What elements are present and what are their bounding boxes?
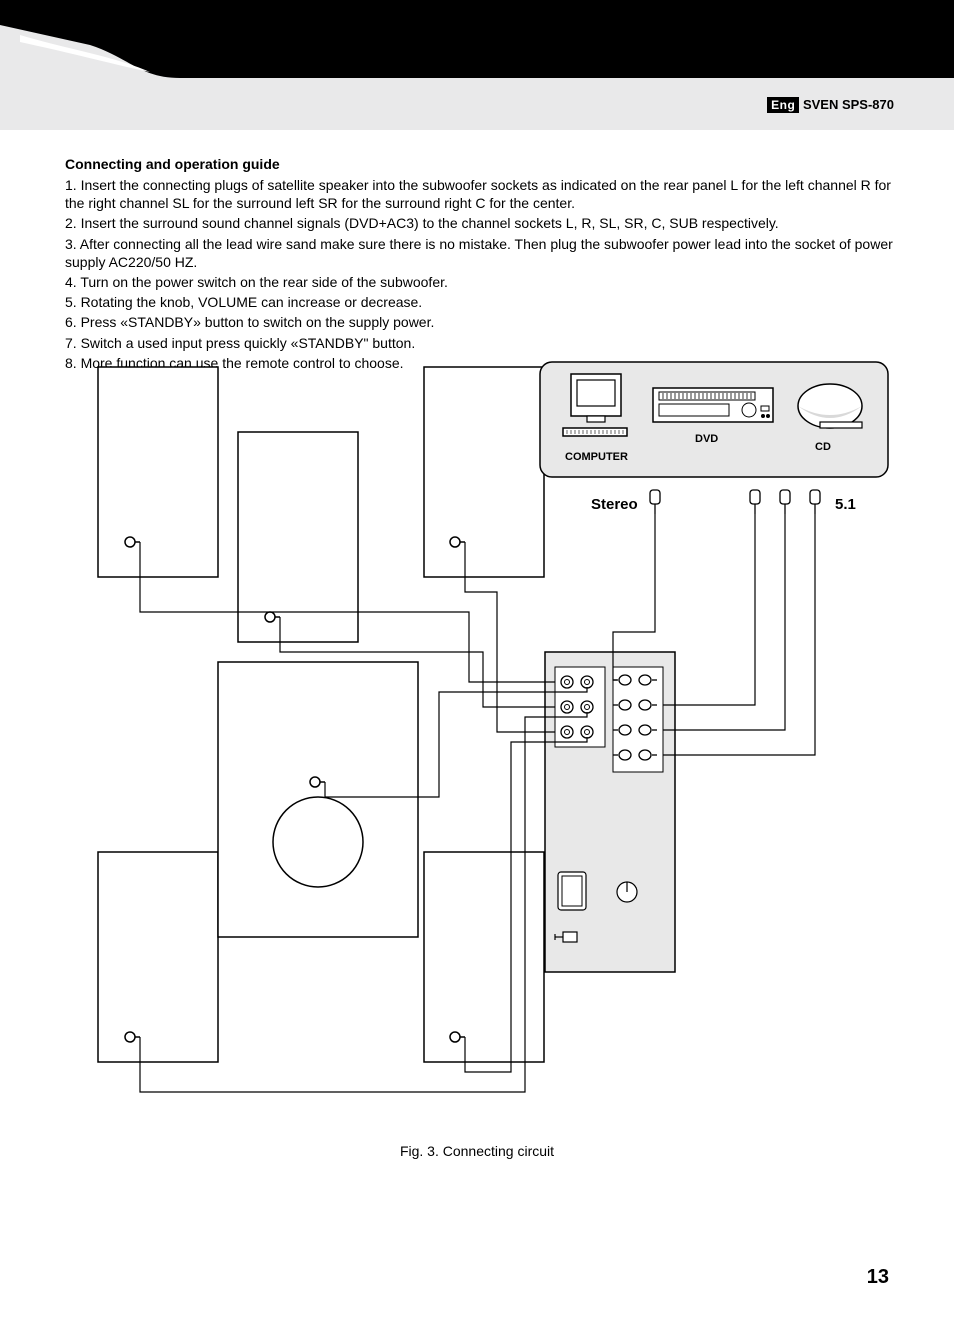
ch51-label: 5.1 [835, 496, 856, 513]
connecting-diagram: COMPUTER D [65, 352, 895, 1132]
jack-51c [810, 490, 820, 514]
speaker-front-left [98, 367, 218, 577]
guide-item: 4. Turn on the power switch on the rear … [65, 273, 894, 291]
guide-item: 6. Press «STANDBY» button to switch on t… [65, 313, 894, 331]
speaker-center [238, 432, 358, 642]
speaker-rear-right [424, 852, 544, 1062]
guide-text: Connecting and operation guide 1. Insert… [65, 156, 894, 374]
guide-title: Connecting and operation guide [65, 156, 894, 172]
guide-item: 1. Insert the connecting plugs of satell… [65, 176, 894, 212]
rear-panel [545, 652, 675, 972]
lang-badge: Eng [767, 97, 799, 113]
model-name: SVEN SPS-870 [803, 97, 894, 112]
computer-label: COMPUTER [565, 451, 628, 463]
jack-51b [780, 490, 790, 514]
cd-icon [798, 384, 862, 428]
dvd-label: DVD [695, 433, 718, 445]
speaker-front-right [424, 367, 544, 577]
subwoofer [218, 662, 418, 937]
cd-label: CD [815, 441, 831, 453]
figure-caption: Fig. 3. Connecting circuit [0, 1143, 954, 1159]
jack-51a [750, 490, 760, 514]
guide-item: 3. After connecting all the lead wire sa… [65, 235, 894, 271]
stereo-label: Stereo [591, 496, 638, 513]
model-line: Eng SVEN SPS-870 [767, 97, 894, 113]
jack-stereo [650, 490, 660, 514]
page-number: 13 [867, 1266, 889, 1289]
dvd-icon [653, 388, 773, 422]
header-swoosh [0, 0, 954, 90]
guide-item: 5. Rotating the knob, VOLUME can increas… [65, 293, 894, 311]
speaker-rear-left [98, 852, 218, 1062]
source-box: COMPUTER D [540, 362, 888, 477]
guide-item: 2. Insert the surround sound channel sig… [65, 214, 894, 232]
guide-item: 7. Switch a used input press quickly «ST… [65, 334, 894, 352]
